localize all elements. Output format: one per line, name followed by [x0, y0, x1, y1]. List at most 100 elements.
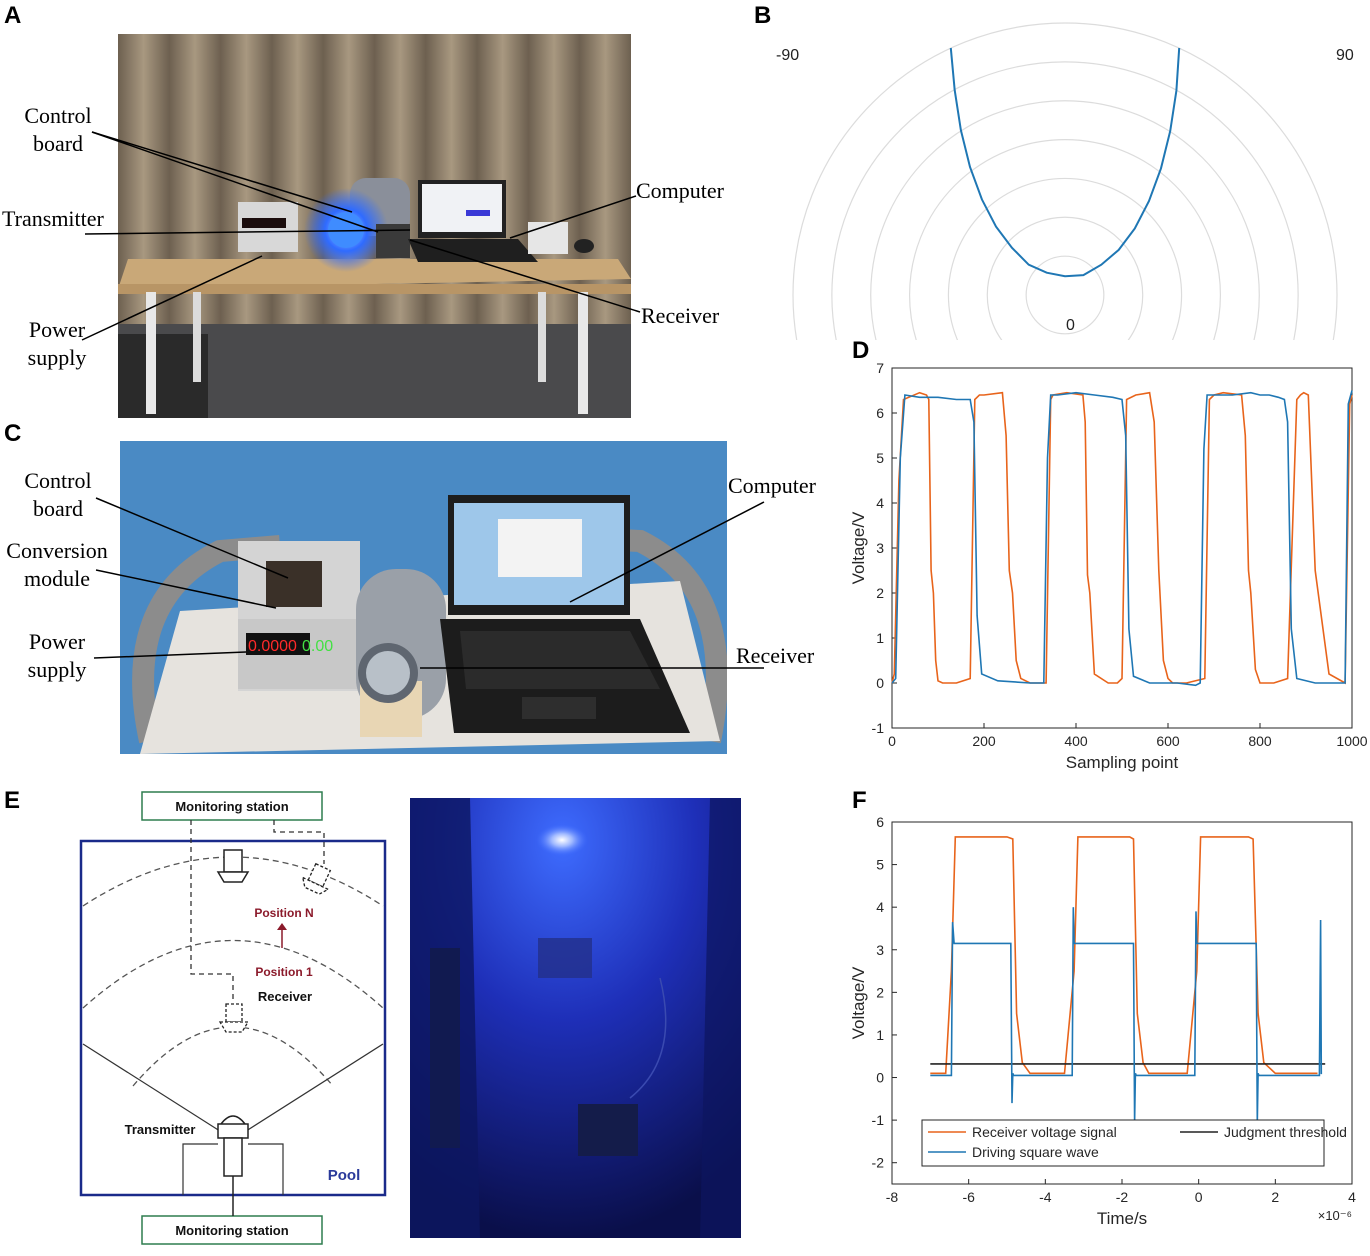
x-tick-label: 2: [1271, 1189, 1279, 1205]
y-tick-label: 1: [876, 630, 884, 646]
polar-ring-upper: [986, 216, 1144, 296]
y-tick-label: 2: [876, 984, 884, 1000]
monitoring-station-top-box: [141, 791, 323, 821]
monitoring-station-bottom-box: [141, 1215, 323, 1245]
legend-box: [921, 1119, 1325, 1167]
y-tick-label: 6: [876, 405, 884, 421]
y-tick-label: 4: [876, 495, 884, 511]
y-axis-label: Voltage/V: [849, 966, 868, 1039]
photo-e-pool: [410, 798, 741, 1238]
label-pool: Pool: [328, 1167, 361, 1184]
y-tick-label: -1: [872, 720, 885, 736]
label-c-conversion-module: Conversion module: [6, 538, 108, 591]
transmitter-icon: [217, 1123, 249, 1139]
x-tick-label: 0: [888, 733, 896, 749]
series-line-1: [891, 391, 1353, 685]
label-transmitter: Transmitter: [125, 1122, 196, 1137]
x-tick-label: -8: [886, 1189, 899, 1205]
polar-ring-upper: [947, 177, 1183, 296]
legend-label: Driving square wave: [972, 1144, 1099, 1160]
label-a-power-supply: Power supply: [27, 317, 87, 370]
y-tick-label: 3: [876, 540, 884, 556]
x-tick-label: 400: [1064, 733, 1088, 749]
polar-ring-upper: [1025, 255, 1105, 296]
photo-c-illustration: 0.0000 0.00: [132, 495, 727, 754]
x-tick-label: 200: [972, 733, 996, 749]
panel-letter-f: F: [852, 787, 867, 814]
power-display-readout-b: 0.00: [302, 638, 333, 655]
polar-ring: [1025, 294, 1105, 335]
receiver-icon-position-1: [225, 1003, 243, 1023]
monitoring-station-top-label: Monitoring station: [175, 799, 288, 814]
label-position-n: Position N: [254, 906, 313, 920]
label-a-receiver: Receiver: [641, 303, 720, 328]
polar-label-0: 0: [1066, 317, 1075, 334]
label-c-power-supply: Power supply: [27, 629, 87, 682]
polar-ring-upper: [792, 22, 1338, 296]
y-tick-label: 5: [876, 857, 884, 873]
chart-f: -8 -6 -4 -2 0 2 4 -2 -1 0 1 2 3 4 5 6 Time/s Voltage/V ×10…: [849, 814, 1356, 1228]
series-line-0: [891, 390, 1353, 687]
y-tick-label: 6: [876, 814, 884, 830]
panel-letter-e: E: [4, 787, 21, 814]
polar-chart-b: -90 90 0: [776, 22, 1354, 340]
polar-series-line: [949, 47, 1181, 278]
x-axis-multiplier: ×10⁻⁶: [1318, 1208, 1352, 1223]
y-tick-label: -1: [872, 1112, 885, 1128]
photo-a-lab-setup: [118, 34, 631, 418]
callout-lines-a: [81, 131, 641, 341]
photo-e-illustration: [410, 798, 741, 1238]
y-tick-label: 1: [876, 1027, 884, 1043]
y-tick-label: 0: [876, 675, 884, 691]
receiver-icon-top: [223, 849, 243, 873]
series-line-driving-square-wave: [930, 907, 1323, 1123]
label-a-computer: Computer: [636, 178, 724, 203]
panel-letter-a: A: [4, 2, 22, 29]
x-tick-label: -2: [1116, 1189, 1129, 1205]
label-position-1: Position 1: [255, 965, 313, 979]
power-display-readout: 0.0000: [248, 638, 297, 655]
x-axis-label: Time/s: [1097, 1209, 1147, 1228]
y-tick-label: 0: [876, 1070, 884, 1086]
y-tick-label: -2: [872, 1155, 885, 1171]
label-c-control-board: Control board: [24, 468, 92, 521]
x-tick-label: -6: [962, 1189, 975, 1205]
series-line-receiver-voltage-signal: [930, 836, 1318, 1075]
polar-label-90: 90: [1336, 47, 1354, 64]
x-tick-label: -4: [1039, 1189, 1052, 1205]
y-tick-label: 7: [876, 360, 884, 376]
label-receiver: Receiver: [258, 989, 312, 1004]
x-tick-label: 4: [1348, 1189, 1356, 1205]
y-tick-label: 3: [876, 942, 884, 958]
y-tick-label: 4: [876, 899, 884, 915]
y-tick-label: 5: [876, 450, 884, 466]
polar-ring: [986, 294, 1144, 340]
monitoring-station-bottom-label: Monitoring station: [175, 1223, 288, 1238]
panel-letter-b: B: [754, 2, 772, 29]
label-a-transmitter: Transmitter: [2, 206, 104, 231]
panel-letter-d: D: [852, 337, 870, 364]
pool-diagram-e: Monitoring station Monitoring station Po…: [79, 791, 387, 1245]
polar-grid: [792, 22, 1338, 340]
x-axis-label: Sampling point: [1066, 753, 1179, 772]
polar-ring-upper: [831, 61, 1299, 296]
label-a-control-board: Control board: [24, 103, 92, 156]
polar-label-minus90: -90: [776, 47, 799, 64]
x-tick-label: 600: [1156, 733, 1180, 749]
panel-letter-c: C: [4, 420, 22, 447]
y-tick-label: 2: [876, 585, 884, 601]
receiver-icon-tilted: [301, 862, 332, 895]
photo-a-illustration: [118, 34, 631, 418]
legend-label: Judgment threshold: [1224, 1124, 1347, 1140]
x-tick-label: 0: [1195, 1189, 1203, 1205]
x-tick-label: 800: [1248, 733, 1272, 749]
legend-label: Receiver voltage signal: [972, 1124, 1117, 1140]
photo-c-setup: 0.0000 0.00: [120, 441, 727, 754]
label-c-computer: Computer: [728, 473, 816, 498]
x-tick-label: 1000: [1336, 733, 1367, 749]
callout-lines-c: [93, 497, 765, 669]
polar-ring-upper: [870, 100, 1260, 296]
y-axis-label: Voltage/V: [849, 511, 868, 584]
label-c-receiver: Receiver: [736, 643, 815, 668]
